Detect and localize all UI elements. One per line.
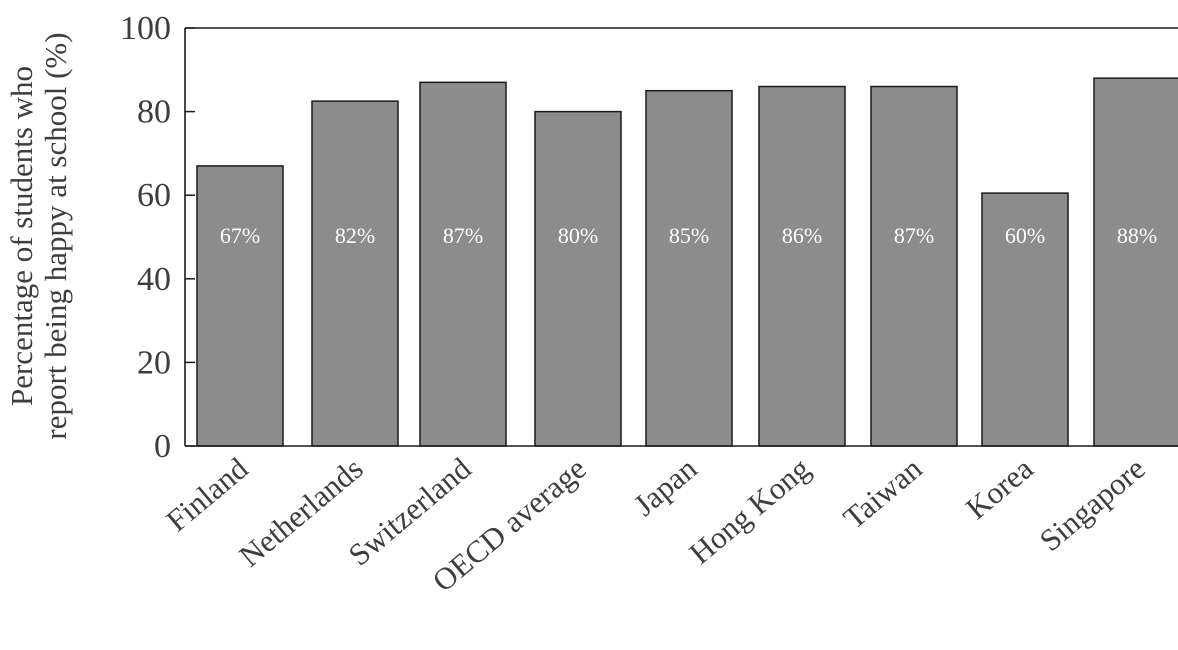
y-axis-title-line-1: Percentage of students who bbox=[4, 66, 39, 406]
y-tick-label: 60 bbox=[137, 177, 171, 214]
bar-hong-kong bbox=[758, 85, 846, 447]
y-tick-label: 100 bbox=[120, 10, 171, 47]
y-tick-label: 40 bbox=[137, 261, 171, 298]
bars-group bbox=[196, 77, 1178, 447]
x-category-label: Japan bbox=[627, 450, 704, 523]
x-category-label: Taiwan bbox=[836, 450, 928, 535]
x-category-label: Korea bbox=[959, 450, 1040, 526]
bar-netherlands bbox=[311, 100, 399, 447]
y-axis-ticks: 0 20 40 60 80 100 bbox=[120, 10, 195, 465]
plot-frame bbox=[184, 27, 1178, 447]
y-tick-label: 0 bbox=[154, 428, 171, 465]
data-label: 87% bbox=[894, 223, 934, 248]
y-axis-title-line-2: report being happy at school (%) bbox=[38, 32, 73, 439]
data-label: 87% bbox=[443, 223, 483, 248]
bar-taiwan bbox=[870, 85, 958, 447]
data-label: 82% bbox=[335, 223, 375, 248]
data-label: 86% bbox=[782, 223, 822, 248]
data-label: 80% bbox=[558, 223, 598, 248]
bar-japan bbox=[645, 89, 733, 447]
x-category-label: Hong Kong bbox=[683, 451, 817, 571]
data-label: 67% bbox=[220, 223, 260, 248]
data-label: 60% bbox=[1005, 223, 1045, 248]
y-axis-title: Percentage of students who report being … bbox=[4, 32, 73, 439]
bar-switzerland bbox=[419, 81, 507, 447]
data-labels-group: 67% 82% 87% 80% 85% 86% 87% 60% 88% bbox=[220, 223, 1157, 248]
x-category-label: Finland bbox=[159, 450, 254, 538]
data-label: 85% bbox=[669, 223, 709, 248]
bar-finland bbox=[196, 165, 284, 447]
x-category-label: Singapore bbox=[1033, 451, 1152, 559]
y-tick-label: 80 bbox=[137, 94, 171, 131]
data-label: 88% bbox=[1117, 223, 1157, 248]
bar-singapore bbox=[1093, 77, 1178, 447]
bar-oecd-average bbox=[534, 110, 622, 447]
y-tick-label: 20 bbox=[137, 344, 171, 381]
